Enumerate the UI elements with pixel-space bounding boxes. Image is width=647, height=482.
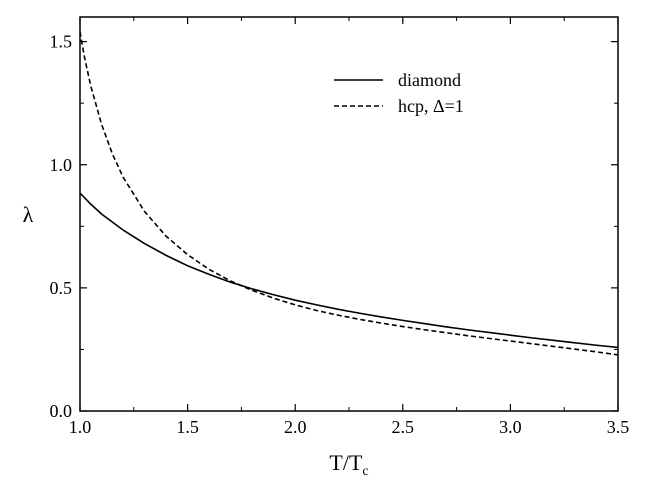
legend: diamond hcp, Δ=1 [334, 70, 464, 116]
x-axis-label: T/Tc [329, 450, 368, 479]
series-line-hcp [79, 31, 619, 356]
y-tick-label: 0.0 [50, 401, 73, 421]
x-tick-label: 2.0 [284, 417, 307, 437]
x-tick-label: 3.5 [607, 417, 630, 437]
plot-frame [79, 16, 619, 412]
series-line-diamond [79, 192, 619, 349]
x-tick-label: 2.5 [392, 417, 415, 437]
y-tick-label: 0.5 [50, 278, 73, 298]
x-axis-label-subscript: c [362, 464, 368, 479]
y-tick-label: 1.0 [50, 155, 73, 175]
x-tick-label: 1.5 [176, 417, 199, 437]
x-tick-label: 3.0 [499, 417, 522, 437]
y-axis-label: λ [23, 202, 34, 227]
y-tick-label: 1.5 [50, 32, 73, 52]
x-tick-label: 1.0 [69, 417, 92, 437]
x-axis-label-main: T/T [329, 450, 363, 475]
legend-label-hcp: hcp, Δ=1 [398, 96, 464, 116]
series-group [79, 31, 619, 356]
ticks: 1.0 1.5 2.0 2.5 3.0 3.5 0.0 0.5 1.0 1.5 [50, 17, 630, 437]
legend-label-diamond: diamond [398, 70, 461, 90]
